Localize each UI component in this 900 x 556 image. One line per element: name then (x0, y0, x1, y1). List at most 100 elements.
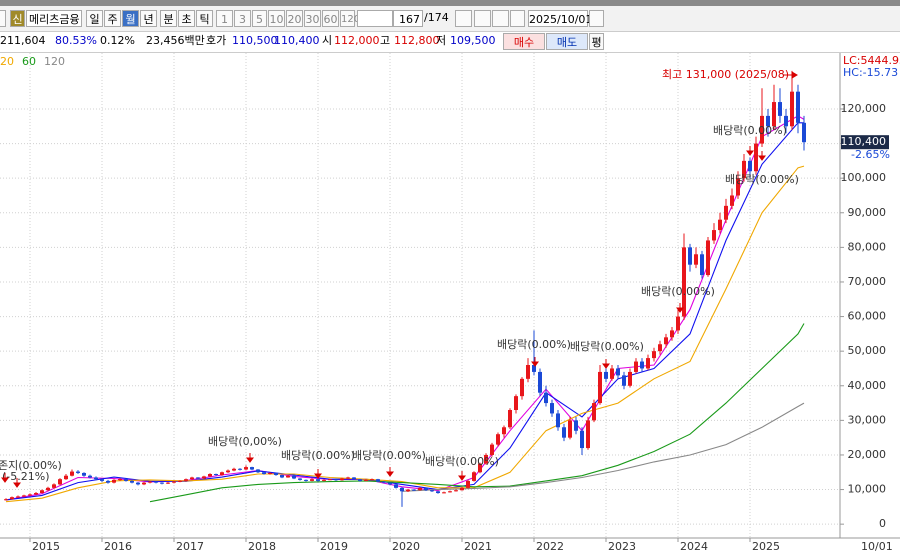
candle-body (136, 482, 140, 485)
interval-btn[interactable]: 10 (268, 10, 285, 27)
candle-body (676, 316, 680, 331)
open: 112,000 (334, 34, 380, 47)
x-tick-label: 2021 (464, 540, 492, 553)
icon-btn[interactable] (455, 10, 472, 27)
candle-body (142, 482, 146, 485)
candle-body (100, 479, 104, 481)
candle-body (364, 479, 368, 481)
annotation-arrow (1, 473, 9, 483)
candle-body (280, 475, 284, 478)
date[interactable]: 2025/10/01 (528, 10, 592, 27)
interval-btn[interactable]: 120 (340, 10, 360, 27)
candle-body (268, 472, 272, 474)
candle-body (568, 420, 572, 438)
icon-btn[interactable] (474, 10, 491, 27)
candle-body (52, 484, 56, 488)
candle-body (430, 490, 434, 492)
candle-body (550, 403, 554, 414)
candle-body (688, 247, 692, 265)
annotation: 최고 131,000 (2025/08) (662, 68, 789, 81)
annotation: 배당락(0.00%) (725, 173, 799, 186)
annotation-arrow (386, 467, 394, 477)
annotation: 배당락(0.00%) (641, 285, 715, 298)
candle-body (250, 467, 254, 470)
candle-body (166, 482, 170, 484)
buy-btn[interactable]: 매수 (503, 33, 545, 50)
candle-body (130, 480, 134, 483)
low-label: 저 (436, 34, 447, 47)
x-end-label: 10/01 (861, 540, 893, 553)
candle-body (460, 487, 464, 491)
annotation: 배당락(0.00%) (425, 455, 499, 468)
candle-body (346, 477, 350, 479)
candle-body (466, 480, 470, 488)
candle-body (178, 480, 182, 482)
candle-body (616, 368, 620, 376)
period-btn[interactable]: 일 (86, 10, 103, 27)
menu-btn[interactable] (0, 10, 6, 27)
candle-body (394, 484, 398, 488)
custom-interval[interactable] (357, 10, 393, 27)
period-btn[interactable]: 월 (122, 10, 139, 27)
interval-btn[interactable]: 20 (286, 10, 303, 27)
eval-btn[interactable]: 평 (589, 33, 604, 50)
candle-body (172, 481, 176, 483)
candle-body (82, 472, 86, 476)
intraday-btn[interactable]: 틱 (196, 10, 213, 27)
amount: 23,456백만 (146, 34, 205, 47)
interval-btn[interactable]: 3 (234, 10, 251, 27)
ma-line (5, 165, 805, 503)
candle-body (574, 420, 578, 431)
candle-body (334, 479, 338, 481)
candle-body (484, 454, 488, 464)
y-tick-label: 100,000 (841, 171, 887, 184)
y-tick-label: 10,000 (848, 483, 887, 496)
intraday-btn[interactable]: 초 (178, 10, 195, 27)
candle-body (490, 444, 494, 455)
calendar-btn[interactable] (589, 10, 604, 27)
candle-body (118, 479, 122, 481)
candle-body (286, 475, 290, 478)
candle-body (190, 477, 194, 480)
candle-body (592, 403, 596, 421)
candle-body (58, 479, 62, 485)
annotation-arrow (746, 146, 754, 156)
candle-body (358, 479, 362, 481)
period-btn[interactable]: 년 (140, 10, 157, 27)
candle-body (232, 468, 236, 471)
candle-body (10, 497, 14, 500)
candle-body (646, 358, 650, 369)
ma-line (149, 323, 805, 503)
interval-btn[interactable]: 5 (252, 10, 267, 27)
candle-body (532, 365, 536, 372)
period-btn[interactable]: 주 (104, 10, 121, 27)
icon-btn[interactable] (492, 10, 509, 27)
candle-body (208, 473, 212, 477)
interval-btn[interactable]: 1 (216, 10, 233, 27)
interval-btn[interactable]: 30 (304, 10, 321, 27)
annotation-arrow (531, 357, 539, 367)
y-tick-label: 70,000 (848, 275, 887, 288)
intraday-btn[interactable]: 분 (160, 10, 177, 27)
icon-btn[interactable] (510, 10, 525, 27)
stock-name[interactable]: 메리츠금융 (26, 10, 82, 27)
annotation: 배당락(0.00%) (497, 338, 571, 351)
legend-entry: 20 (0, 55, 14, 68)
candle-body (622, 375, 626, 386)
interval-btn[interactable]: 60 (322, 10, 339, 27)
candle-body (28, 494, 32, 496)
annotation-arrow (758, 151, 766, 161)
candle-body (160, 482, 164, 484)
annotation: 배당락(0.00%) (570, 340, 644, 353)
sell-btn[interactable]: 매도 (546, 33, 588, 50)
high-label: 고 (380, 34, 391, 47)
count[interactable]: 167 (393, 10, 423, 27)
low: 109,500 (450, 34, 496, 47)
candle-body (370, 479, 374, 481)
candle-body (376, 479, 380, 482)
y-tick-label: 60,000 (848, 310, 887, 323)
candle-body (328, 479, 332, 481)
candle-body (112, 479, 116, 483)
x-tick-label: 2024 (680, 540, 708, 553)
title-strip (0, 0, 900, 6)
